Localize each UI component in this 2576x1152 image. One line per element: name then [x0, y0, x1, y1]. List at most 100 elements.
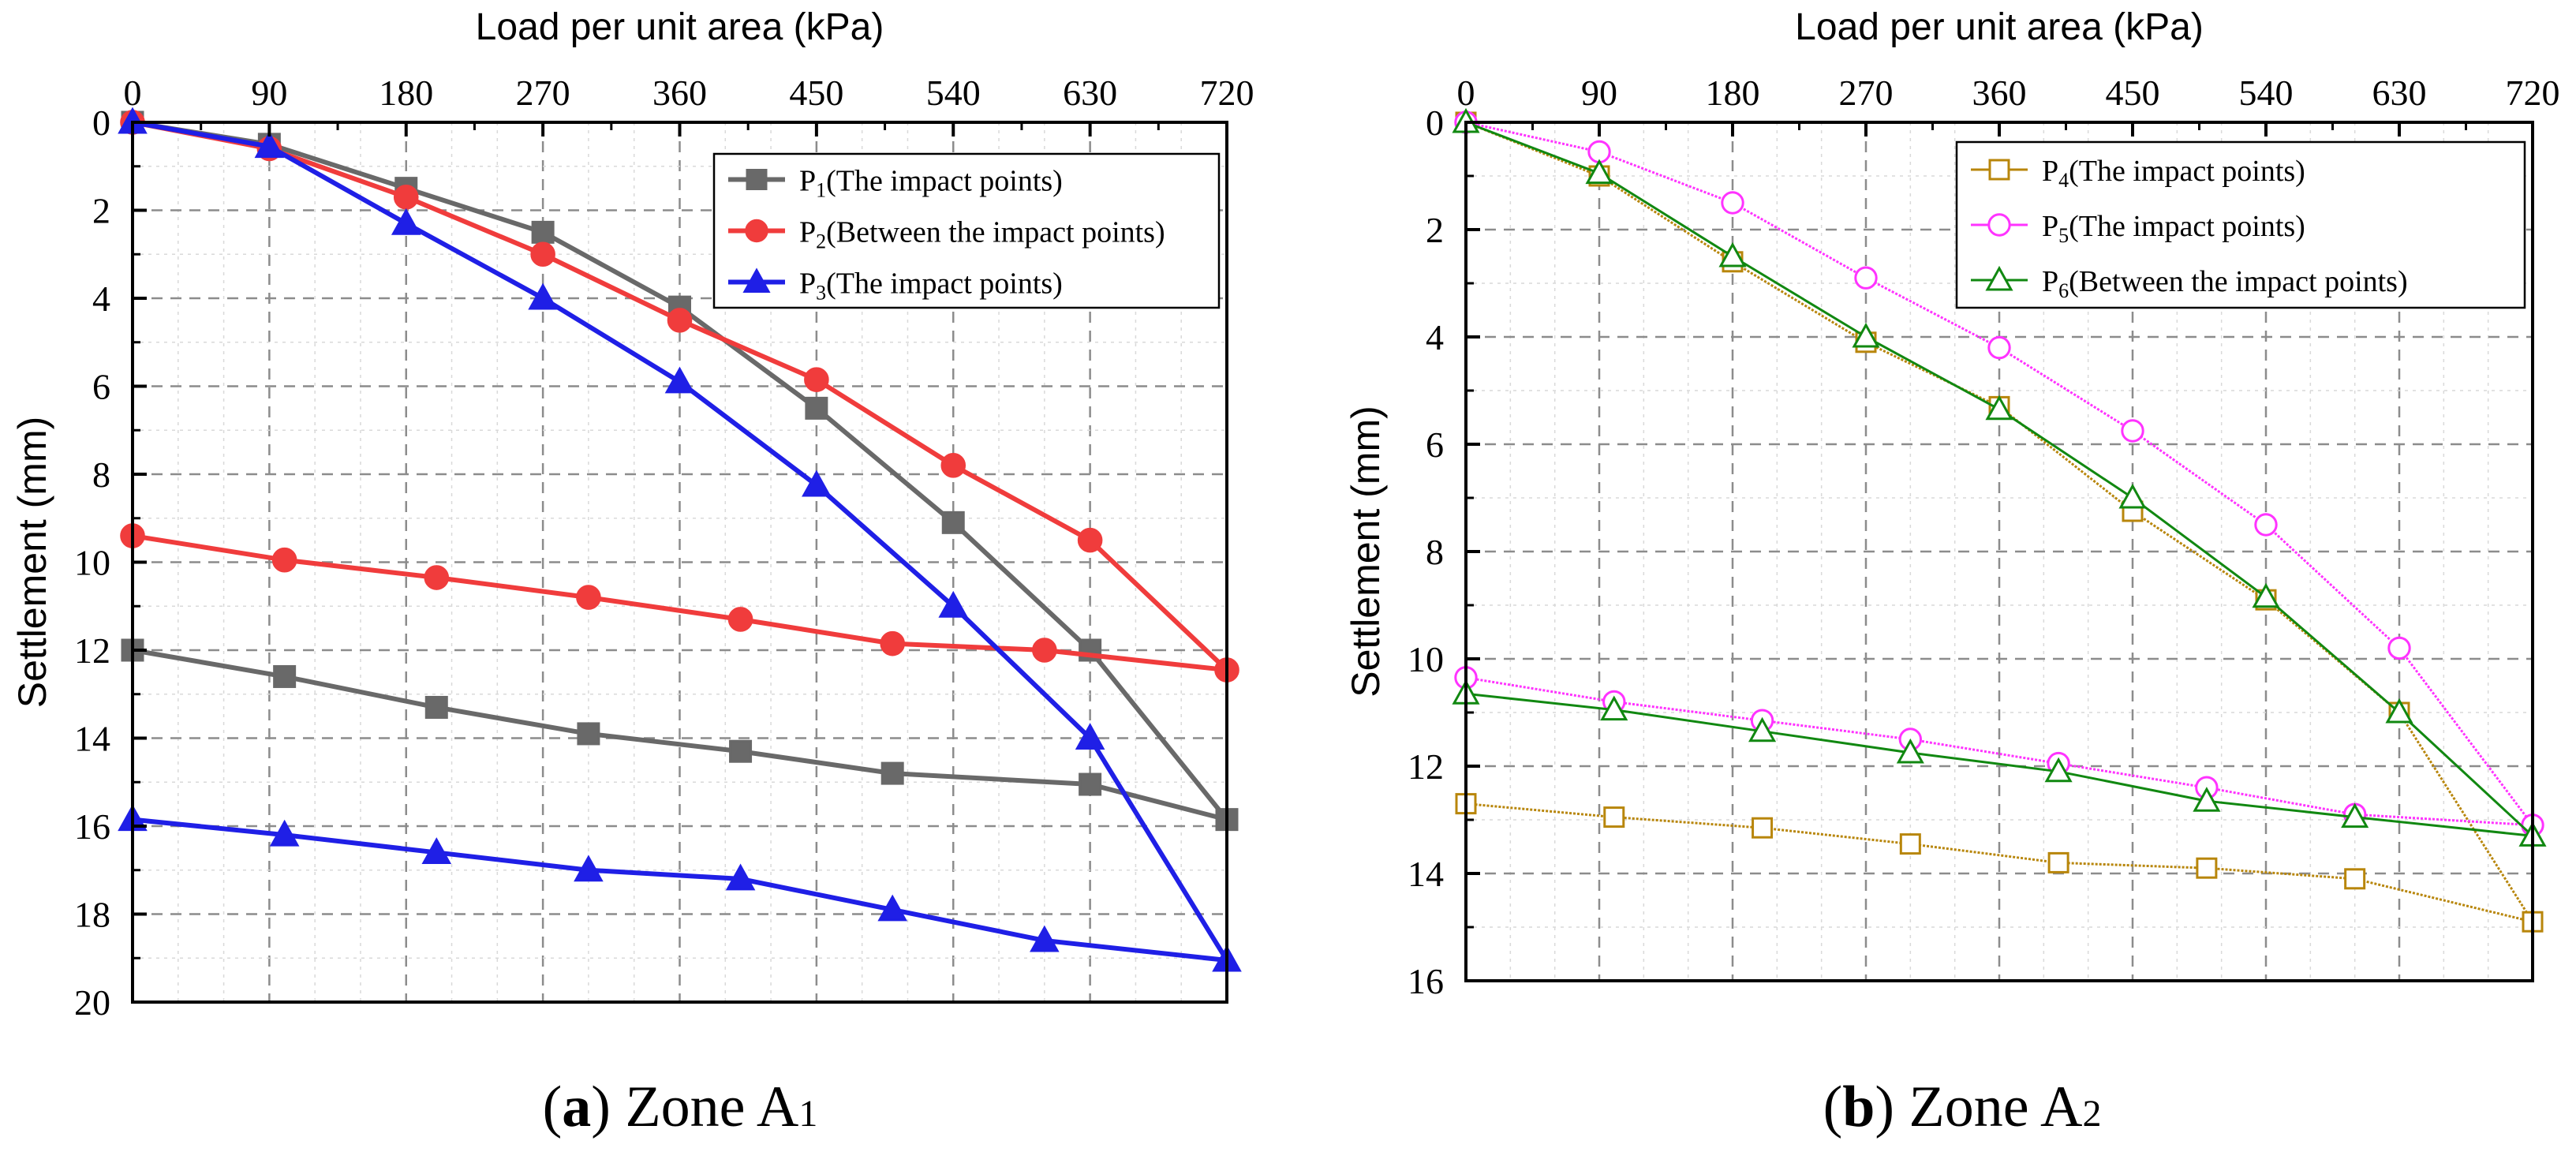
data-point-p2	[393, 184, 419, 210]
caption-text-a: Zone A	[625, 1075, 798, 1139]
x-tick-label: 360	[652, 73, 707, 113]
data-point-p1	[273, 664, 297, 688]
data-point-p1	[1079, 772, 1102, 796]
data-point-p3	[664, 366, 695, 394]
legend-marker-p6	[1985, 265, 2013, 291]
data-point-p4	[1899, 833, 1921, 855]
data-point-p2	[530, 241, 555, 267]
data-point-p2	[727, 607, 753, 632]
x-tick-label: 540	[926, 73, 981, 113]
x-tick-label: 630	[2372, 73, 2427, 113]
data-point-p1	[577, 722, 600, 746]
y-tick-label: 16	[74, 806, 110, 847]
data-point-p1	[880, 761, 904, 785]
y-tick-label: 14	[74, 719, 110, 759]
legend-marker-p1	[746, 169, 768, 190]
y-axis-title-b: Settlement (mm)	[1344, 406, 1388, 698]
data-point-p1	[531, 220, 555, 244]
series-line-p5	[1465, 121, 2536, 827]
data-point-p5	[1854, 266, 1878, 290]
x-tick-label: 180	[1706, 73, 1760, 113]
y-tick-label: 12	[74, 630, 110, 671]
data-point-p2	[940, 453, 966, 478]
x-axis-title-b: Load per unit area (kPa)	[1795, 6, 2204, 48]
caption-letter-b: b	[1842, 1075, 1875, 1139]
x-tick-label: 0	[1457, 73, 1475, 113]
data-point-p4	[2047, 851, 2069, 873]
data-point-p5	[2254, 513, 2278, 537]
data-point-p6	[2341, 802, 2369, 828]
data-point-p6	[2118, 483, 2147, 509]
legend-label-p1: P1(The impact points)	[799, 165, 1063, 202]
data-point-p6	[1718, 241, 1747, 267]
data-point-p4	[2196, 857, 2218, 879]
x-tick-label: 720	[1200, 73, 1254, 113]
y-tick-label: 6	[92, 367, 110, 407]
y-tick-label: 12	[1408, 746, 1444, 787]
data-point-p3	[1075, 723, 1105, 750]
series-line-p6	[1465, 121, 2537, 838]
data-point-p2	[804, 367, 829, 392]
y-tick-label: 2	[92, 191, 110, 231]
data-point-p2	[576, 585, 601, 610]
data-point-p2	[271, 547, 297, 573]
x-tick-label: 540	[2239, 73, 2294, 113]
y-axis-title-a: Settlement (mm)	[10, 417, 54, 709]
caption-text-b: Zone A	[1909, 1075, 2083, 1139]
data-point-p6	[1585, 159, 1613, 185]
y-tick-label: 6	[1426, 425, 1444, 465]
data-point-p1	[729, 739, 753, 763]
data-point-p3	[938, 590, 969, 618]
x-tick-label: 360	[1972, 73, 2027, 113]
legend-label-p6: P6(Between the impact points)	[2042, 265, 2408, 302]
x-tick-label: 450	[2106, 73, 2160, 113]
data-point-p6	[2044, 757, 2073, 783]
data-point-p6	[2193, 787, 2221, 812]
y-tick-label: 20	[74, 982, 110, 1023]
data-point-p3	[1030, 925, 1060, 952]
data-point-p2	[424, 565, 450, 590]
data-point-p4	[1752, 817, 1774, 839]
x-tick-label: 90	[251, 73, 287, 113]
x-tick-label: 720	[2506, 73, 2560, 113]
data-point-p5	[2387, 636, 2411, 660]
data-point-p1	[424, 695, 448, 719]
data-point-p3	[725, 863, 756, 891]
y-tick-label: 10	[1408, 639, 1444, 679]
data-point-p3	[802, 469, 832, 497]
data-point-p5	[2121, 419, 2144, 443]
panel-caption-a: (a) Zone A1	[543, 1075, 818, 1139]
x-tick-label: 90	[1581, 73, 1617, 113]
legend-marker-p2	[745, 219, 768, 243]
caption-sub-a: 1	[798, 1093, 817, 1135]
data-point-p4	[2344, 868, 2366, 890]
data-point-p6	[1852, 322, 1880, 348]
data-point-p4	[1603, 806, 1625, 828]
panel-caption-b: (b) Zone A2	[1823, 1075, 2102, 1139]
data-point-p5	[1987, 335, 2011, 360]
ticks-b: 0 90 180 270 360 450 540 630 720 0 2 4 6 8 10 12 14 16	[1408, 73, 2560, 1001]
series-markers-p6	[1452, 107, 2547, 847]
caption-sub-b: 2	[2082, 1093, 2101, 1135]
caption-letter-a: a	[562, 1075, 591, 1139]
chart-panel-a: 0 90 180 270 360 450 540 630 720 0 2 4 6 8 10 12 14 16 18 2…	[10, 6, 1254, 1139]
y-tick-label: 4	[1426, 317, 1444, 357]
data-point-p1	[941, 511, 965, 534]
data-point-p2	[1077, 527, 1103, 553]
legend-box	[712, 152, 1221, 309]
x-tick-label: 270	[1839, 73, 1894, 113]
y-tick-label: 16	[1408, 961, 1444, 1001]
y-tick-label: 14	[1408, 854, 1444, 894]
data-point-p1	[805, 396, 828, 420]
data-point-p3	[421, 837, 452, 864]
data-point-p6	[1748, 716, 1777, 742]
curves-b	[1452, 107, 2547, 933]
ticks-a: 0 90 180 270 360 450 540 630 720 0 2 4 6 8 10 12 14 16 18 2…	[74, 73, 1254, 1023]
y-tick-label: 0	[92, 103, 110, 143]
legend-label-p3: P3(The impact points)	[799, 267, 1063, 305]
data-point-p5	[1721, 191, 1744, 215]
y-tick-label: 10	[74, 543, 110, 583]
x-tick-label: 180	[379, 73, 433, 113]
data-point-p3	[528, 282, 558, 310]
